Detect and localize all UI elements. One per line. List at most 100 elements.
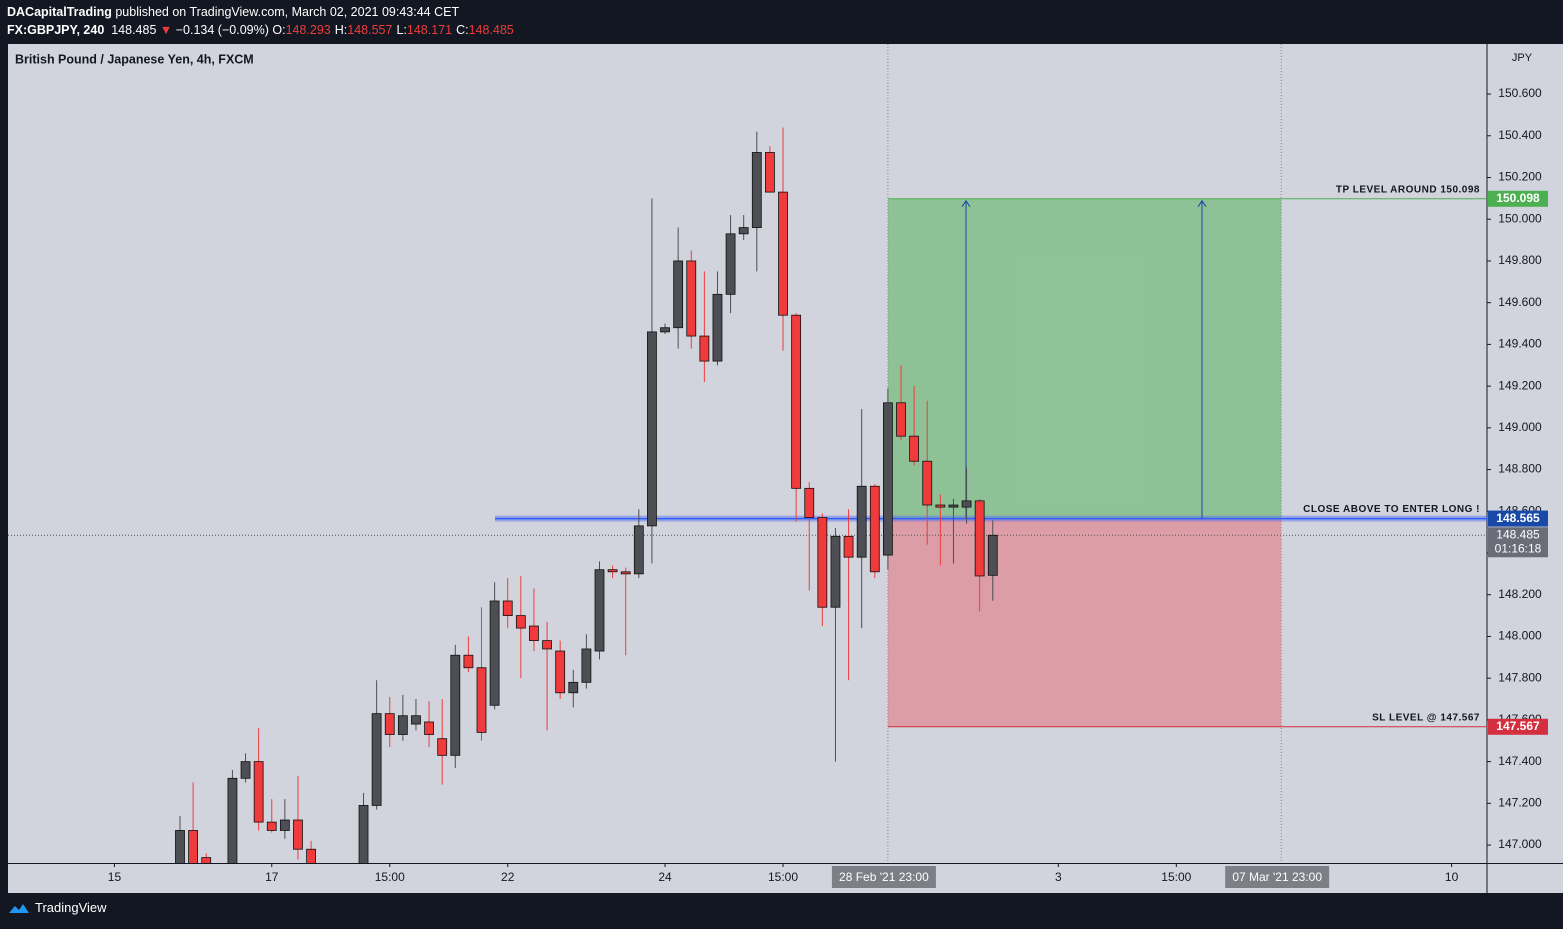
y-tick-label: 149.600 xyxy=(1498,295,1542,309)
candle-body xyxy=(358,805,369,863)
plot-layer xyxy=(8,44,1487,863)
loss-zone xyxy=(887,518,1282,727)
candle-body xyxy=(896,402,906,437)
candle-body xyxy=(201,857,212,863)
y-tick-label: 149.400 xyxy=(1498,337,1542,351)
candle-body xyxy=(279,819,290,831)
y-tick-label: 148.800 xyxy=(1498,462,1542,476)
x-tick-label: 15 xyxy=(108,870,122,884)
candle-body xyxy=(778,191,788,316)
last-price: 148.485 xyxy=(111,23,157,37)
ohlc-value: 148.171 xyxy=(406,23,453,37)
candle-body xyxy=(673,260,684,329)
author: DACapitalTrading xyxy=(7,5,112,19)
candle-body xyxy=(738,227,749,235)
logo xyxy=(9,903,29,913)
ohlc-label: O: xyxy=(272,23,286,37)
candle-body xyxy=(529,625,539,642)
candle-body xyxy=(568,681,579,694)
countdown: 01:16:18 xyxy=(1495,541,1542,555)
published: published on TradingView.com, March 02, … xyxy=(115,5,460,19)
tp-price-label-box xyxy=(1488,190,1548,207)
candle-body xyxy=(306,848,316,863)
time-marker-label: 07 Mar '21 23:00 xyxy=(1232,870,1322,884)
candle-body xyxy=(791,314,802,489)
candle-body xyxy=(804,487,815,518)
candle-body xyxy=(515,615,526,629)
plot-area xyxy=(8,44,1563,893)
candle-body xyxy=(371,713,382,806)
candle-body xyxy=(948,504,959,508)
candle-body xyxy=(240,761,251,779)
y-tick-label: 147.400 xyxy=(1498,754,1542,768)
x-tick-label: 15:00 xyxy=(375,870,405,884)
candle-body xyxy=(620,571,631,575)
y-tick-label: 147.800 xyxy=(1498,670,1542,684)
candle-body xyxy=(293,819,303,850)
candle-body xyxy=(712,293,723,362)
change: −0.134 (−0.09%) xyxy=(175,23,269,37)
y-tick-label: 149.800 xyxy=(1498,253,1542,267)
candle-body xyxy=(765,152,775,193)
time-marker-label: 28 Feb '21 23:00 xyxy=(839,870,929,884)
candle-body xyxy=(594,569,605,652)
candle-body xyxy=(961,500,972,508)
last-price-label: 148.485 xyxy=(1496,527,1540,541)
candle-body xyxy=(266,821,277,831)
candle-body xyxy=(647,331,657,527)
y-tick-label: 149.200 xyxy=(1498,378,1542,392)
y-tick-label: 148.200 xyxy=(1498,587,1542,601)
candle-body xyxy=(660,327,670,333)
candle-body xyxy=(817,517,828,608)
annotation: SL LEVEL @ 147.567 xyxy=(1372,712,1480,723)
candle-body xyxy=(424,721,434,735)
candle-body xyxy=(869,485,880,573)
candle-body xyxy=(489,600,500,706)
y-tick-label: 150.400 xyxy=(1498,128,1542,142)
footer: TradingView xyxy=(8,900,107,915)
header-line-1: DACapitalTrading published on TradingVie… xyxy=(7,3,518,21)
annotation: CLOSE ABOVE TO ENTER LONG ! xyxy=(1303,504,1480,515)
candle-body xyxy=(699,335,710,362)
candle-body xyxy=(555,650,566,694)
candle-body xyxy=(725,233,736,295)
candle-body xyxy=(463,654,474,669)
time-marker-box xyxy=(831,866,936,888)
ohlc-label: L: xyxy=(396,23,407,37)
y-tick-label: 150.200 xyxy=(1498,170,1542,184)
ohlc-label: H: xyxy=(334,23,348,37)
sl-price-label-box xyxy=(1488,718,1548,735)
x-tick-label: 24 xyxy=(658,870,672,884)
currency-label: JPY xyxy=(1512,52,1533,64)
candle-body xyxy=(253,761,264,823)
candle-body xyxy=(922,460,933,506)
x-tick-label: 10 xyxy=(1445,870,1459,884)
arrow-head xyxy=(1197,199,1207,208)
x-tick-label: 17 xyxy=(265,870,279,884)
x-tick-label: 22 xyxy=(501,870,515,884)
candle-body xyxy=(830,535,841,608)
candle-body xyxy=(581,648,592,683)
header-line-2: FX:GBPJPY, 240 148.485 ▼ −0.134 (−0.09%)… xyxy=(7,21,518,39)
candle-body xyxy=(633,525,644,575)
y-tick-label: 147.200 xyxy=(1498,796,1542,810)
candle-body xyxy=(751,152,762,228)
annotation: TP LEVEL AROUND 150.098 xyxy=(1336,184,1480,195)
candle-body xyxy=(476,667,487,733)
candle-body xyxy=(188,830,199,863)
candle-body xyxy=(909,435,920,462)
last-price-box xyxy=(1488,527,1548,558)
y-tick-label: 150.600 xyxy=(1498,86,1542,100)
candle-body xyxy=(883,402,893,556)
profit-zone xyxy=(887,198,1282,519)
candle-body xyxy=(987,534,998,576)
tp-price-label: 150.098 xyxy=(1496,191,1540,205)
y-tick-label: 148.000 xyxy=(1498,629,1542,643)
symbol: FX:GBPJPY, 240 xyxy=(7,23,105,37)
y-tick-label: 147.000 xyxy=(1498,837,1542,851)
candle-body xyxy=(542,640,552,650)
candle-body xyxy=(607,569,618,573)
sl-price-label: 147.567 xyxy=(1496,719,1540,733)
